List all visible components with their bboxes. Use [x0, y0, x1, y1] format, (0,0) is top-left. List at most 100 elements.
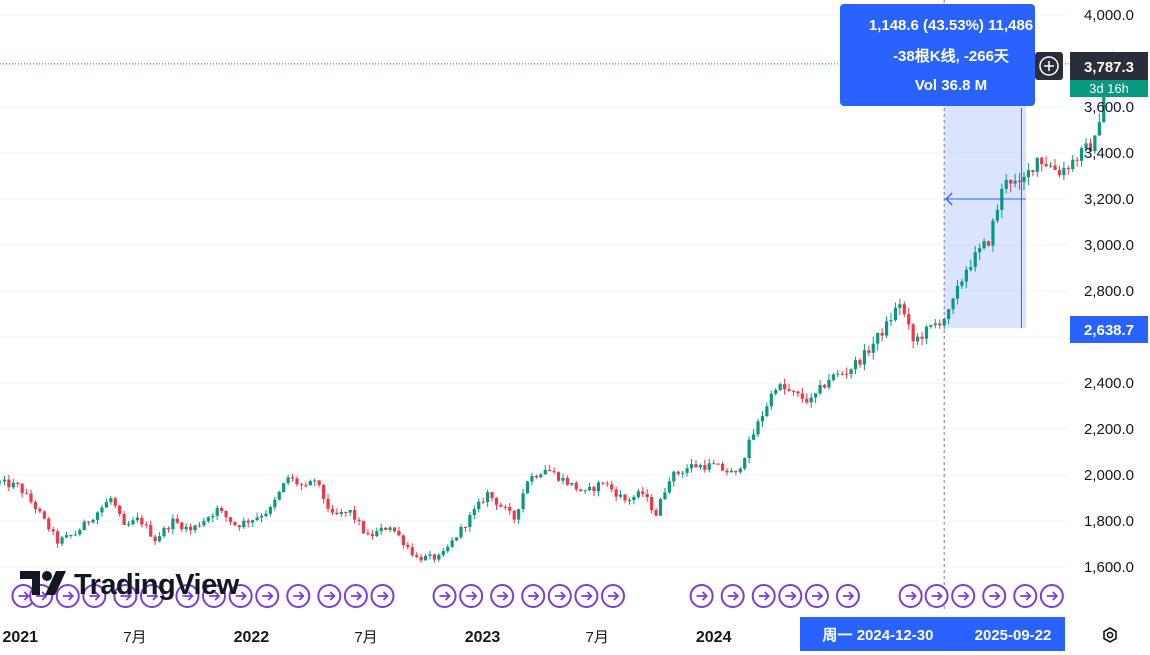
candle-body: [446, 546, 450, 552]
event-icon[interactable]: [459, 584, 484, 608]
event-icon[interactable]: [286, 584, 311, 608]
candle: [237, 524, 241, 531]
event-icon[interactable]: [898, 584, 923, 608]
candle-body: [1062, 167, 1066, 176]
candle: [144, 521, 148, 529]
candle: [512, 509, 516, 524]
event-icon[interactable]: [521, 584, 546, 608]
candle: [743, 457, 747, 471]
candle: [618, 490, 623, 499]
event-icon[interactable]: [720, 584, 745, 608]
event-icon[interactable]: [574, 584, 599, 608]
candle: [565, 475, 570, 486]
event-icon[interactable]: [82, 584, 107, 608]
event-icon[interactable]: [490, 584, 515, 608]
candle: [955, 280, 960, 305]
candle: [317, 480, 321, 488]
candle-body: [339, 511, 343, 514]
candle-body: [38, 508, 42, 512]
event-icon[interactable]: [317, 584, 342, 608]
candle: [1071, 155, 1075, 172]
candle: [233, 521, 237, 526]
event-icon[interactable]: [600, 584, 625, 608]
event-icon[interactable]: [804, 584, 829, 608]
candle: [902, 301, 906, 318]
event-icon[interactable]: [689, 584, 714, 608]
candle: [242, 517, 246, 529]
event-icon[interactable]: [55, 584, 80, 608]
candle-body: [592, 487, 596, 492]
candle: [969, 259, 973, 272]
candle: [122, 511, 126, 525]
event-icon[interactable]: [139, 584, 164, 608]
candle-body: [508, 507, 512, 511]
forward-arrow-icon: [120, 591, 132, 601]
event-icon[interactable]: [778, 584, 803, 608]
date-range-end: 2025-09-22: [975, 627, 1052, 644]
candle: [166, 526, 171, 533]
candle: [304, 481, 308, 488]
candle-body: [494, 497, 499, 505]
settings-icon[interactable]: [1103, 627, 1117, 643]
candle-body: [729, 470, 734, 473]
time-tick-label: 7月: [354, 629, 377, 646]
candle: [645, 488, 649, 503]
candle-body: [7, 479, 11, 488]
candle-body: [415, 555, 419, 557]
candle-body: [1013, 180, 1017, 184]
candle: [428, 550, 432, 560]
event-icon[interactable]: [835, 584, 860, 608]
candle: [805, 393, 809, 405]
candle: [1053, 158, 1057, 171]
candle: [596, 480, 601, 497]
forward-arrow-icon: [350, 591, 363, 601]
forward-arrow-icon: [36, 591, 48, 601]
candle: [769, 390, 773, 410]
event-icon[interactable]: [228, 584, 253, 608]
event-icon[interactable]: [255, 584, 280, 608]
forward-arrow-icon: [89, 591, 101, 601]
candle-body: [995, 209, 999, 221]
event-icon[interactable]: [951, 584, 976, 608]
candle: [663, 487, 667, 501]
candle: [64, 531, 69, 538]
candle-body: [304, 485, 308, 487]
event-icon[interactable]: [113, 584, 138, 608]
event-icon[interactable]: [751, 584, 776, 608]
candle: [978, 243, 982, 261]
candle-body: [907, 314, 911, 325]
candle: [450, 537, 454, 549]
candle-body: [162, 527, 166, 537]
candle-body: [902, 304, 906, 315]
event-icon[interactable]: [202, 584, 227, 608]
candle: [605, 480, 609, 487]
event-icon[interactable]: [1013, 584, 1038, 608]
event-icon[interactable]: [924, 584, 949, 608]
candle: [24, 488, 29, 495]
candle: [251, 519, 255, 528]
event-icon[interactable]: [982, 584, 1007, 608]
event-icon[interactable]: [175, 584, 200, 608]
candle: [180, 521, 184, 532]
candle-body: [224, 510, 228, 518]
event-icon[interactable]: [343, 584, 368, 608]
event-icon[interactable]: [547, 584, 572, 608]
candle-body: [548, 469, 552, 472]
candle: [189, 523, 193, 535]
event-icon[interactable]: [370, 584, 395, 608]
candle-body: [1071, 159, 1075, 169]
candle-body: [787, 389, 791, 391]
measure-arrow-icon: [945, 192, 953, 206]
candle: [1035, 157, 1039, 177]
event-icon[interactable]: [432, 584, 457, 608]
add-alert-button[interactable]: [1035, 52, 1063, 80]
candle-body: [738, 468, 742, 473]
candle-body: [884, 321, 889, 336]
event-icon[interactable]: [1039, 584, 1064, 608]
candle-body: [450, 540, 454, 547]
date-range-tag: 周一 2024-12-30 2025-09-22: [800, 617, 1065, 651]
candle-body: [1102, 92, 1106, 123]
candle: [716, 462, 720, 465]
candle-body: [357, 519, 361, 522]
